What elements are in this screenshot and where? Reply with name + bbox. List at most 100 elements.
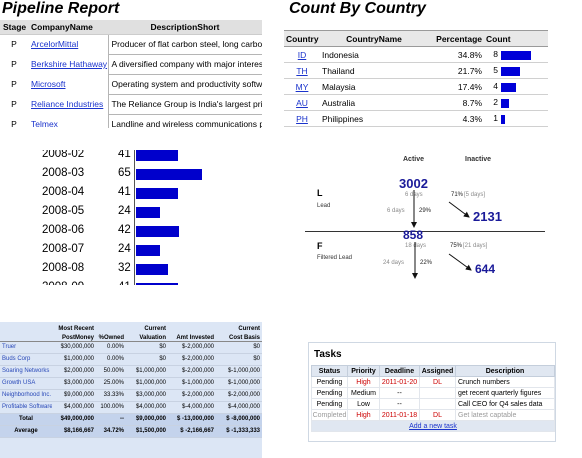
value-cell: 0.00% — [96, 341, 126, 354]
date-label: 2008-04 — [42, 186, 85, 198]
country-code-link[interactable]: ID — [284, 46, 320, 63]
company-link[interactable]: Soaring Networks — [0, 365, 52, 378]
table-row: P ArcelorMittal Producer of flat carbon … — [0, 33, 262, 55]
inactive-header: Inactive — [465, 156, 492, 163]
value-cell: $-2,000,000 — [168, 365, 216, 378]
date-bar — [136, 169, 202, 180]
task-row[interactable]: Pending Low -- Call CEO for Q4 sales data — [311, 398, 555, 410]
lead-inactive-count: 2131 — [473, 209, 502, 224]
filtered-inactive-percent: 75% — [450, 243, 463, 249]
col-header-top: Most Recent — [58, 326, 94, 332]
description-cell: A diversified company with major interes — [107, 53, 262, 75]
value-cell: $-1,000,000 — [216, 377, 262, 390]
date-bar — [136, 226, 179, 237]
country-code-link[interactable]: TH — [284, 62, 320, 79]
value-cell: 100.00% — [96, 401, 126, 414]
add-task-row: Add a new task — [311, 420, 555, 432]
col-header-percentage: Percentage — [428, 30, 484, 47]
funnel-arrows — [411, 190, 472, 279]
company-link[interactable]: Neighborhood Inc. — [0, 389, 52, 402]
company-link[interactable]: Telmex — [31, 119, 58, 128]
value-cell: $4,000,000 — [126, 401, 168, 414]
date-bar — [136, 264, 168, 275]
col-header-top — [96, 322, 126, 332]
value-cell: $9,000,000 — [52, 389, 96, 402]
date-bar — [136, 150, 178, 161]
task-row[interactable]: Pending High 2011-01-20 DL Crunch numbers — [311, 376, 555, 388]
percentage-cell: 4.3% — [428, 110, 484, 127]
table-row: PH Philippines 4.3% 1 — [284, 110, 548, 127]
value-cell: 50.00% — [96, 365, 126, 378]
tasks-table: Status Priority Deadline Assigned Descri… — [311, 365, 555, 432]
count-value: 2 — [493, 97, 498, 108]
date-bar-row: 2008-08 32 — [0, 260, 262, 279]
add-task-link[interactable]: Add a new task — [311, 420, 555, 432]
count-cell: 5 — [484, 62, 548, 79]
task-deadline: 2011-01-18 — [379, 409, 420, 421]
company-link[interactable]: Buds Corp — [0, 353, 52, 366]
company-link[interactable]: Berkshire Hathaway — [31, 59, 108, 69]
count-value: 8 — [493, 49, 498, 60]
date-label: 2008-09 — [42, 281, 102, 285]
value-cell: $2,000,000 — [52, 365, 96, 378]
stage-cell: P — [11, 119, 17, 128]
table-row: MY Malaysia 17.4% 4 — [284, 78, 548, 95]
count-bar — [501, 98, 509, 108]
country-code-link[interactable]: AU — [284, 94, 320, 111]
company-link[interactable]: Truer — [0, 341, 52, 354]
description-cell: Producer of flat carbon steel, long carb… — [107, 33, 262, 55]
filtered-inactive-count: 644 — [475, 262, 496, 276]
company-link[interactable]: Microsoft — [31, 79, 66, 89]
task-deadline: -- — [379, 387, 420, 399]
col-header-top — [168, 322, 216, 332]
col-header-basis: Cost Basis — [216, 332, 262, 342]
percentage-cell: 17.4% — [428, 78, 484, 95]
percentage-cell: 21.7% — [428, 62, 484, 79]
date-bar-row: 2008-07 24 — [0, 241, 262, 260]
company-link[interactable]: ArcelorMittal — [31, 39, 79, 50]
country-code-link[interactable]: PH — [284, 110, 320, 127]
value-cell: $1,000,000 — [52, 353, 96, 366]
value-cell: $-1,000,000 — [168, 377, 216, 390]
table-row: P Berkshire Hathaway A diversified compa… — [0, 53, 262, 75]
value-cell: $0 — [216, 353, 262, 366]
value-cell: $3,000,000 — [126, 389, 168, 402]
task-assigned — [419, 387, 456, 399]
col-header-stage: Stage — [0, 20, 28, 35]
date-value: 24 — [118, 243, 131, 255]
count-bar — [501, 82, 516, 92]
description-cell: Landline and wireless communications p — [107, 113, 262, 128]
task-row[interactable]: Pending Medium -- get recent quarterly figu… — [311, 387, 555, 399]
date-bar-row: 2008-06 42 — [0, 222, 262, 241]
country-code-link[interactable]: MY — [284, 78, 320, 95]
value-cell: $1,000,000 — [126, 377, 168, 390]
task-priority: High — [347, 409, 380, 421]
tasks-title: Tasks — [314, 349, 342, 360]
company-link[interactable]: Profitable Software — [0, 401, 52, 414]
date-bar — [136, 188, 178, 199]
company-link[interactable]: Growth USA — [0, 377, 52, 390]
count-cell: 4 — [484, 78, 548, 95]
count-bar — [501, 50, 531, 60]
country-name-cell: Thailand — [320, 62, 428, 79]
value-cell: $ -1,333,333 — [216, 424, 262, 438]
date-bar — [136, 245, 160, 256]
date-value: 41 — [118, 150, 131, 160]
country-name-cell: Malaysia — [320, 78, 428, 95]
value-cell: $0 — [216, 341, 262, 354]
task-description: get recent quarterly figures — [455, 387, 555, 399]
table-row: Growth USA $3,000,000 25.00% $1,000,000 $-1,… — [0, 377, 262, 390]
lead-flow-percent: 29% — [419, 208, 432, 214]
task-row[interactable]: Completed High 2011-01-18 DL Get latest capt… — [311, 409, 555, 421]
country-table: Country CountryName Percentage Count ID I… — [284, 30, 548, 127]
date-bar-row: 2008-02 41 — [0, 150, 262, 165]
company-link[interactable]: Reliance Industries — [31, 99, 104, 109]
col-header-company: CompanyName — [28, 20, 108, 35]
value-cell: $4,000,000 — [52, 401, 96, 414]
date-label: 2008-03 — [42, 167, 85, 179]
country-name-cell: Philippines — [320, 110, 428, 127]
filtered-active-days: 18 days — [405, 243, 427, 249]
count-by-country-panel: Count By Country Country CountryName Per… — [283, 0, 548, 128]
active-header: Active — [403, 156, 425, 163]
col-header-deadline: Deadline — [379, 365, 420, 377]
